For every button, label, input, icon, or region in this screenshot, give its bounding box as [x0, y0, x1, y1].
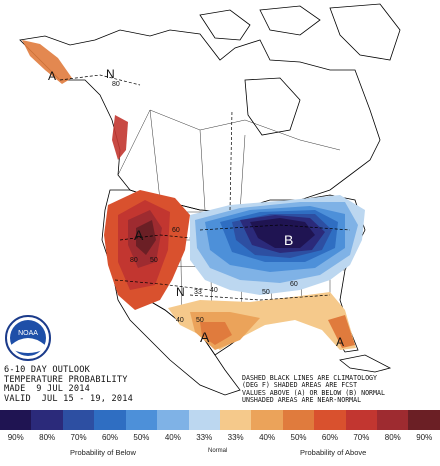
legend-ticks: 90% 80% 70% 60% 50% 40% 33% 33% 40% 50% 60% 70% 80% 9… [0, 433, 440, 442]
legend-tick-label: 90% [416, 433, 433, 442]
label-iso-40-plains: 40 [210, 287, 218, 294]
legend-tick-label: 40% [164, 433, 181, 442]
outlook-map: A N 80 A 60 80 50 B N 33 40 50 60 40 50 … [19, 3, 401, 396]
note-line-4: UNSHADED AREAS ARE NEAR-NORMAL [242, 396, 362, 405]
legend-captions: Probability of Below Normal Probability … [0, 446, 440, 464]
climatology-lines [59, 74, 351, 301]
label-iso-50-west: 50 [150, 257, 158, 264]
label-iso-50-gulf: 50 [196, 317, 204, 324]
note-line-1: DASHED BLACK LINES ARE CLIMATOLOGY [242, 374, 377, 382]
outlook-made-date: MADE 9 JUL 2014 [4, 384, 90, 395]
note-line-2: (DEG F) SHADED AREAS ARE FCST [242, 381, 358, 390]
legend-tick-label: 80% [384, 433, 401, 442]
label-above-alaska: A [48, 69, 56, 83]
legend-tick-label: 60% [101, 433, 118, 442]
label-iso-40-gulf: 40 [176, 317, 184, 324]
map-notes: DASHED BLACK LINES ARE CLIMATOLOGY (DEG F… [242, 374, 385, 405]
note-line-3: VALUES ABOVE (A) OR BELOW (B) NORMAL [242, 388, 385, 397]
noaa-logo-text: NOAA [18, 330, 38, 337]
outlook-valid-dates: VALID JUL 15 - 19, 2014 [4, 393, 133, 404]
legend-tick-label: 33% [227, 433, 244, 442]
legend-swatch [188, 410, 220, 430]
label-iso-60-east: 60 [290, 281, 298, 288]
legend-color-bar [0, 410, 440, 430]
legend-swatch [31, 410, 63, 430]
legend-swatch [282, 410, 315, 430]
caption-below: Probability of Below [70, 448, 136, 457]
legend-tick-label: 33% [196, 433, 213, 442]
caption-above: Probability of Above [300, 448, 367, 457]
legend-tick-label: 60% [321, 433, 338, 442]
label-normal-plains: N [176, 285, 185, 299]
outlook-info: 6-10 DAY OUTLOOK TEMPERATURE PROBABILITY M… [4, 365, 133, 404]
legend-tick-label: 70% [70, 433, 87, 442]
legend-tick-label: 80% [39, 433, 56, 442]
outlook-subtitle: TEMPERATURE PROBABILITY [4, 374, 128, 385]
legend-swatch [219, 410, 252, 430]
caption-normal: Normal [208, 448, 228, 454]
label-iso-60-west: 60 [172, 227, 180, 234]
legend-swatch [157, 410, 189, 430]
label-above-south: A [200, 329, 210, 345]
legend-swatch [345, 410, 378, 430]
legend-swatch [62, 410, 95, 430]
label-iso-80-alaska: 80 [112, 81, 120, 88]
legend-swatch [314, 410, 346, 430]
legend-tick-label: 70% [353, 433, 370, 442]
label-below-midwest: B [284, 232, 293, 248]
label-iso-50-east: 50 [262, 289, 270, 296]
legend-tick-label: 50% [133, 433, 150, 442]
label-normal-alaska: N [106, 67, 115, 81]
legend-swatch [377, 410, 409, 430]
region-above-alaska [22, 40, 72, 84]
legend-tick-label: 50% [290, 433, 307, 442]
label-above-southeast: A [336, 335, 344, 349]
legend-tick-label: 90% [7, 433, 24, 442]
legend-swatch [408, 410, 440, 430]
shaded-regions [22, 40, 365, 350]
legend-swatch [94, 410, 126, 430]
label-iso-80-west: 80 [130, 257, 138, 264]
legend-swatch [125, 410, 158, 430]
legend-tick-label: 40% [259, 433, 276, 442]
outlook-title: 6-10 DAY OUTLOOK [4, 365, 90, 375]
noaa-logo: NOAA [5, 315, 51, 361]
label-iso-33-plains: 33 [194, 289, 202, 296]
legend-swatch [0, 410, 32, 430]
legend-swatch [251, 410, 283, 430]
label-above-west: A [134, 227, 144, 243]
